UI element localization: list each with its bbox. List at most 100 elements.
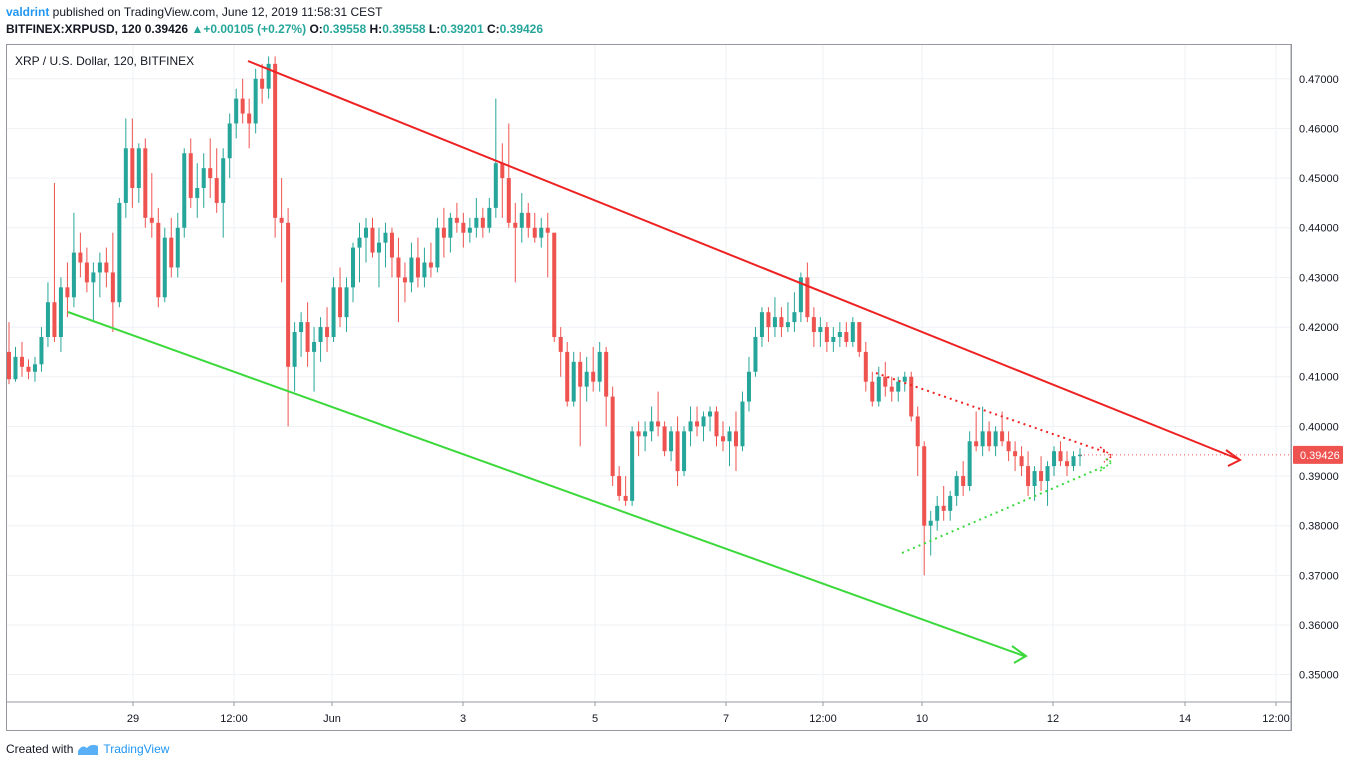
candle-body <box>584 371 589 387</box>
candle-body <box>234 98 239 124</box>
candle-body <box>45 302 50 337</box>
candle-body <box>720 436 726 442</box>
x-tick-label: 29 <box>127 713 139 725</box>
candle-body <box>389 232 394 258</box>
close-value: 0.39426 <box>499 22 544 36</box>
candle-body <box>26 366 31 372</box>
candle-body <box>52 302 57 337</box>
candle-body <box>383 232 388 243</box>
candle-body <box>78 252 83 263</box>
x-tick-label: 10 <box>916 713 928 725</box>
candle-body <box>474 217 479 228</box>
candle-body <box>695 421 700 427</box>
candle-body <box>987 431 992 447</box>
candle-body <box>487 207 492 228</box>
candle-body <box>396 257 401 278</box>
candle-body <box>961 476 966 486</box>
x-tick-label: 12:00 <box>220 713 248 725</box>
candle-body <box>104 262 109 273</box>
candle-body <box>175 227 180 268</box>
publish-info: valdrint published on TradingView.com, J… <box>6 5 382 19</box>
candle-body <box>1045 466 1050 482</box>
candle-body <box>746 371 751 402</box>
triangle-lower-arrow-icon <box>1099 457 1114 472</box>
candle-body <box>630 431 635 501</box>
current-price-tag <box>1293 445 1343 464</box>
triangle-upper-line[interactable] <box>875 372 1106 453</box>
candle-body <box>110 272 115 303</box>
created-with-text: Created with <box>6 742 74 756</box>
up-arrow-icon: ▲ <box>191 22 204 36</box>
candle-body <box>409 257 414 283</box>
candle-body <box>844 332 849 342</box>
y-tick-label: 0.46000 <box>1299 123 1339 135</box>
candle-body <box>279 217 284 223</box>
open-value: 0.39558 <box>322 22 367 36</box>
candle-body <box>876 376 881 402</box>
candle-body <box>948 495 953 511</box>
candle-body <box>415 257 420 278</box>
candle-body <box>97 262 102 273</box>
resistance-trendline[interactable] <box>247 60 1239 460</box>
resistance-arrow-icon <box>1225 449 1242 467</box>
candle-body <box>597 351 602 382</box>
candle-body <box>32 364 37 372</box>
support-trendline[interactable] <box>67 311 1025 657</box>
candle-body <box>636 431 641 437</box>
y-tick-label: 0.40000 <box>1299 421 1339 433</box>
y-tick-label: 0.41000 <box>1299 372 1339 384</box>
candle-body <box>370 227 375 253</box>
y-tick-label: 0.39000 <box>1299 471 1339 483</box>
candle-body <box>305 322 310 352</box>
candle-body <box>805 277 810 318</box>
candle-body <box>980 431 985 447</box>
price-chart[interactable]: 0.47000 0.46000 0.45000 0.44000 0.43000 0.420… <box>0 0 1355 740</box>
y-tick-label: 0.47000 <box>1299 74 1339 86</box>
low-label: L: <box>428 22 441 36</box>
candle-body <box>539 227 544 238</box>
candle-body <box>558 337 563 352</box>
candle-body <box>883 376 888 387</box>
candle-body <box>519 212 524 228</box>
x-tick-label: 7 <box>723 713 729 725</box>
x-tick-label: Jun <box>323 713 341 725</box>
candle-body <box>195 188 200 198</box>
candle-body <box>331 287 336 337</box>
open-label: O: <box>309 22 323 36</box>
author-name[interactable]: valdrint <box>6 5 50 19</box>
candle-body <box>84 262 89 283</box>
candle-body <box>682 431 687 472</box>
candle-body <box>727 431 732 442</box>
candle-body <box>13 356 18 380</box>
tradingview-brand-link[interactable]: TradingView <box>103 742 170 756</box>
candle-body <box>610 396 615 477</box>
candle-body <box>571 361 576 402</box>
y-tick-label: 0.42000 <box>1299 322 1339 334</box>
candle-body <box>221 158 226 203</box>
candle-body <box>402 277 407 283</box>
candle-body <box>1058 451 1063 462</box>
price-change: +0.00105 (+0.27%) <box>203 22 307 36</box>
candle-body <box>662 426 667 452</box>
triangle-lower-line[interactable] <box>901 465 1106 554</box>
x-tick-label: 12:00 <box>1262 713 1290 725</box>
x-tick-label: 14 <box>1179 713 1191 725</box>
candle-body <box>312 341 317 352</box>
candle-body <box>740 401 745 447</box>
candle-body <box>915 416 920 447</box>
candle-body <box>688 421 693 432</box>
candle-body <box>6 351 12 380</box>
candle-body <box>922 446 927 526</box>
candle-body <box>71 252 76 298</box>
candle-body <box>870 381 875 402</box>
candle-body <box>123 148 128 203</box>
candle-body <box>552 232 557 337</box>
candle-body <box>902 376 907 382</box>
high-label: H: <box>369 22 383 36</box>
candle-body <box>1019 456 1024 467</box>
candle-body <box>831 337 836 342</box>
candle-body <box>656 421 661 427</box>
candle-body <box>286 222 291 367</box>
tradingview-logo-icon <box>78 744 99 755</box>
candle-body <box>19 356 24 367</box>
